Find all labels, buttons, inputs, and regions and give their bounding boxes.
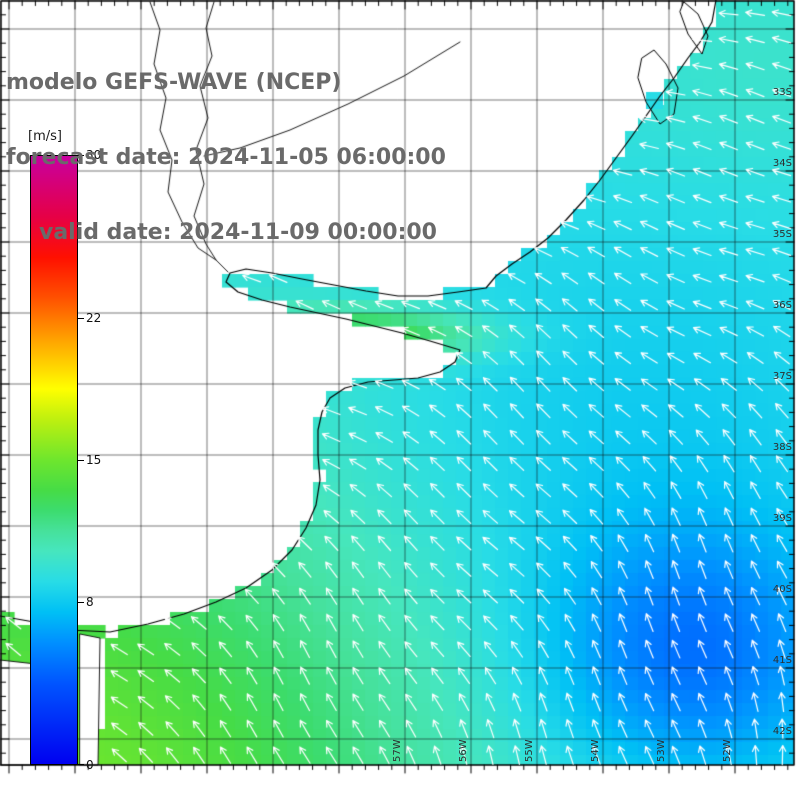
- colorbar-tick-label: 30: [86, 148, 102, 162]
- colorbar-tick-mark: [78, 460, 84, 461]
- colorbar-tick-mark: [78, 155, 84, 156]
- colorbar-tick-label: 15: [86, 453, 102, 467]
- colorbar-units-label: [m/s]: [28, 129, 62, 144]
- colorbar-tick-label: 8: [86, 595, 94, 610]
- colorbar-gradient: [30, 155, 78, 765]
- forecast-date-line: forecast date: 2024-11-05 06:00:00: [6, 145, 446, 170]
- colorbar-tick-label: 22: [86, 310, 102, 325]
- valid-date-line: valid date: 2024-11-09 00:00:00: [39, 220, 437, 245]
- colorbar-tick-mark: [78, 764, 84, 765]
- colorbar-tick-mark: [78, 602, 84, 604]
- model-title: modelo GEFS-WAVE (NCEP): [6, 70, 342, 95]
- colorbar: [m/s] 30 22 15 8 0: [28, 129, 138, 772]
- title-block: modelo GEFS-WAVE (NCEP) forecast date: 2…: [6, 20, 446, 295]
- colorbar-tick-mark: [78, 317, 84, 319]
- colorbar-tick-label: 0: [86, 758, 94, 772]
